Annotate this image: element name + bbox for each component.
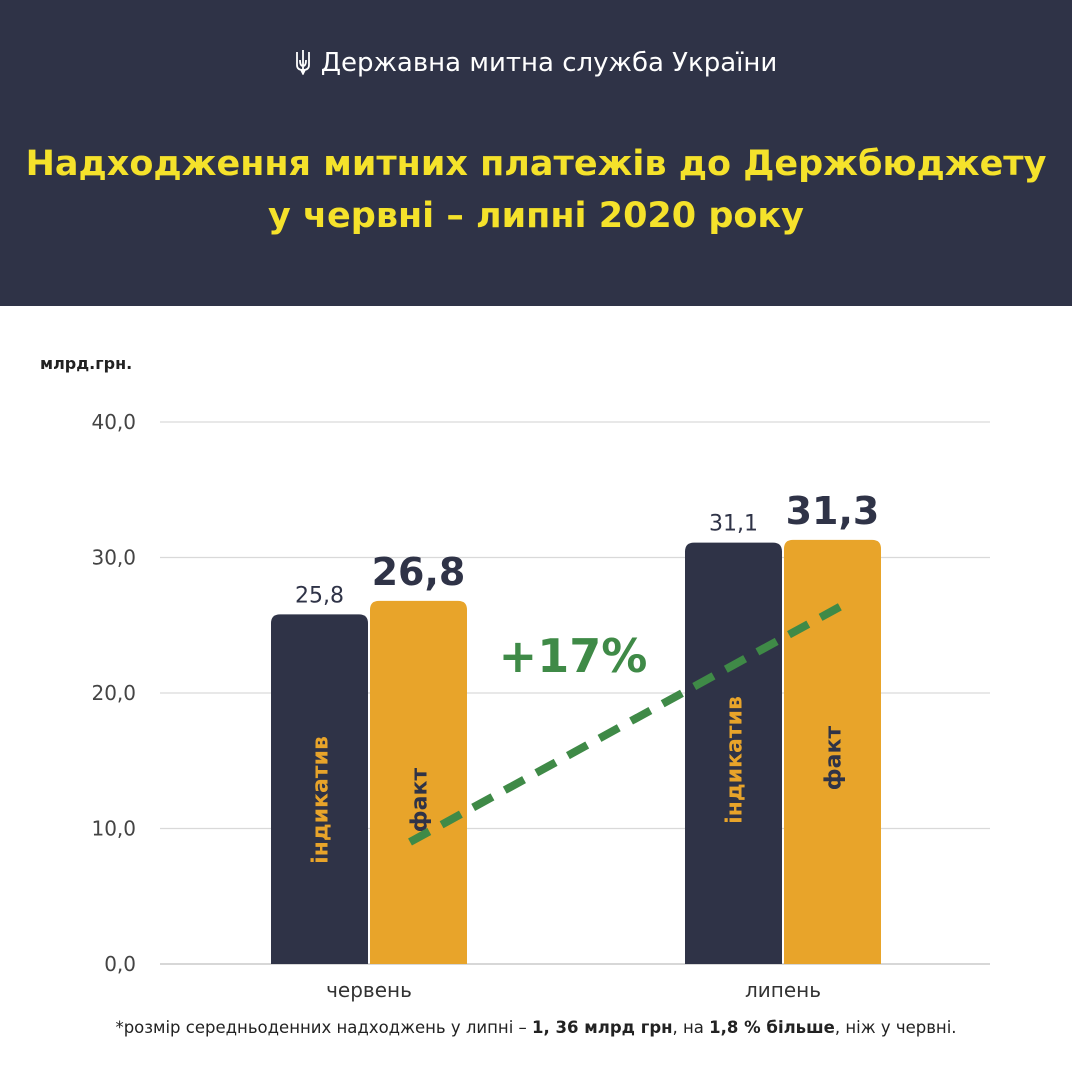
- title-line-2: у червні – липні 2020 року: [268, 196, 804, 236]
- growth-annotation: +17%: [499, 629, 648, 683]
- x-tick-label: червень: [326, 978, 412, 1002]
- y-tick-label: 10,0: [91, 817, 136, 841]
- bar-series-label: факт: [408, 768, 433, 833]
- bar-факт: [784, 539, 881, 964]
- x-tick-label: липень: [745, 978, 821, 1002]
- y-tick-label: 0,0: [104, 952, 136, 976]
- page-title: Надходження митних платежів до Держбюдже…: [0, 138, 1072, 242]
- org-name: Державна митна служба України: [320, 48, 778, 78]
- data-label: 26,8: [372, 550, 466, 594]
- title-line-1: Надходження митних платежів до Держбюдже…: [25, 144, 1047, 184]
- y-tick-label: 40,0: [91, 410, 136, 434]
- bar-series-label: індикатив: [309, 736, 334, 864]
- footnote-middle: , на: [672, 1018, 710, 1037]
- footnote-change: 1,8 % більше: [709, 1018, 835, 1037]
- header-banner: Державна митна служба України Надходженн…: [0, 0, 1072, 306]
- bar-series-label: факт: [822, 726, 847, 791]
- bar-факт: [370, 600, 467, 964]
- y-tick-label: 30,0: [91, 546, 136, 570]
- growth-trend-line: [408, 600, 847, 846]
- footnote: *розмір середньоденних надходжень у липн…: [0, 1018, 1072, 1037]
- org-line: Державна митна служба України: [0, 48, 1072, 78]
- footnote-amount: 1, 36 млрд грн: [532, 1018, 673, 1037]
- footnote-suffix: , ніж у червні.: [834, 1018, 957, 1037]
- bar-індикатив: [271, 614, 368, 964]
- y-axis-label: млрд.грн.: [40, 354, 133, 373]
- bar-chart: 0,0 10,0 20,0 30,0 40,0 25,8 індикатив 26,8 факт…: [91, 410, 990, 1002]
- footnote-prefix: *розмір середньоденних надходжень у липн…: [115, 1018, 533, 1037]
- data-label: 25,8: [295, 583, 344, 608]
- trident-icon: [295, 50, 310, 75]
- data-label: 31,1: [709, 512, 758, 537]
- data-label: 31,3: [786, 489, 880, 533]
- y-tick-label: 20,0: [91, 681, 136, 705]
- bar-series-label: індикатив: [723, 696, 748, 824]
